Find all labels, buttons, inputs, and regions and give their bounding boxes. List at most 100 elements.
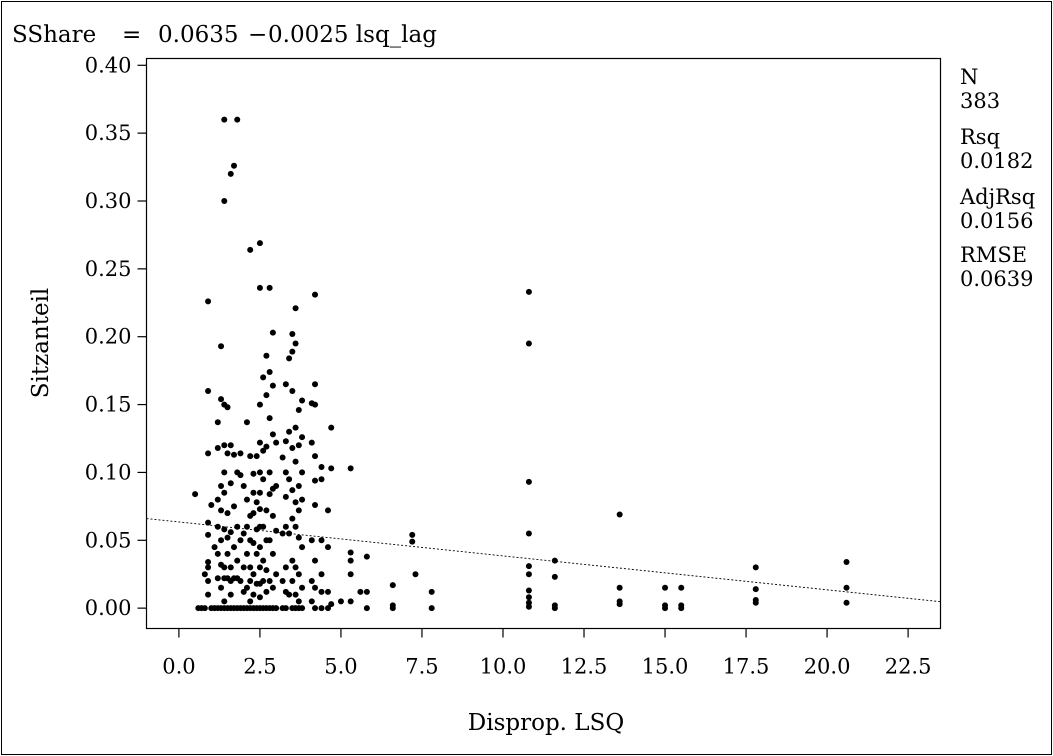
scatter-point xyxy=(328,465,335,472)
scatter-point xyxy=(347,571,354,578)
scatter-point xyxy=(224,510,231,517)
scatter-point xyxy=(260,447,267,454)
scatter-point xyxy=(243,523,250,530)
scatter-point xyxy=(266,537,273,544)
scatter-point xyxy=(240,588,247,595)
scatter-point xyxy=(843,559,850,565)
scatter-point xyxy=(282,605,289,612)
y-tick-label: 0.15 xyxy=(85,393,132,417)
scatter-point xyxy=(234,557,241,564)
scatter-point xyxy=(260,476,267,483)
scatter-point xyxy=(292,424,299,431)
scatter-point xyxy=(273,439,280,446)
scatter-point xyxy=(263,392,270,399)
scatter-point xyxy=(243,584,250,591)
scatter-point xyxy=(318,588,325,595)
scatter-point xyxy=(312,584,319,591)
scatter-point xyxy=(299,469,306,476)
scatter-point xyxy=(250,470,257,477)
scatter-point xyxy=(525,587,532,594)
scatter-point xyxy=(273,527,280,534)
scatter-point xyxy=(218,396,225,403)
scatter-point xyxy=(221,564,228,571)
scatter-point xyxy=(269,431,276,438)
scatter-point xyxy=(247,598,254,605)
scatter-point xyxy=(279,454,286,461)
scatter-point xyxy=(525,340,532,347)
scatter-point xyxy=(525,603,532,610)
x-tick-label: 2.5 xyxy=(243,655,276,679)
scatter-point xyxy=(256,544,263,551)
scatter-point xyxy=(260,578,267,584)
scatter-point xyxy=(253,550,260,557)
scatter-point xyxy=(525,288,532,295)
scatter-point xyxy=(318,464,325,470)
scatter-point xyxy=(243,496,250,503)
scatter-point xyxy=(428,605,435,612)
stats-panel: N 383 Rsq 0.0182 AdjRsq 0.0156 RMSE 0.06… xyxy=(959,65,1035,291)
scatter-point xyxy=(312,557,319,564)
scatter-point xyxy=(295,507,302,514)
x-tick-label: 12.5 xyxy=(561,655,608,679)
scatter-point xyxy=(214,445,221,451)
scatter-point xyxy=(286,530,293,537)
y-tick-label: 0.10 xyxy=(85,460,132,484)
scatter-point xyxy=(263,567,270,574)
scatter-point xyxy=(318,571,325,578)
scatter-point xyxy=(551,557,558,564)
scatter-point xyxy=(201,571,208,578)
scatter-point xyxy=(295,571,302,578)
scatter-point xyxy=(240,530,247,537)
x-tick-label: 20.0 xyxy=(804,655,851,679)
scatter-point xyxy=(214,523,221,530)
scatter-point xyxy=(250,591,257,598)
scatter-point xyxy=(292,564,299,571)
scatter-point xyxy=(299,605,306,612)
scatter-point xyxy=(324,605,331,612)
scatter-point xyxy=(247,453,254,460)
scatter-point xyxy=(318,605,325,612)
scatter-point xyxy=(328,424,335,431)
scatter-point xyxy=(221,598,228,605)
scatter-point xyxy=(347,557,354,564)
equation-sign: − xyxy=(248,22,267,48)
scatter-point xyxy=(221,526,228,533)
stat-label-n: N xyxy=(960,65,978,89)
scatter-point xyxy=(237,537,244,544)
scatter-point xyxy=(551,573,558,580)
scatter-point xyxy=(289,331,296,337)
scatter-point xyxy=(256,594,263,601)
scatter-point xyxy=(205,298,212,305)
scatter-point xyxy=(295,442,302,449)
scatter-point xyxy=(279,578,286,584)
stat-label-rmse: RMSE xyxy=(960,243,1027,267)
scatter-point xyxy=(328,601,335,608)
scatter-point xyxy=(389,605,396,612)
scatter-point xyxy=(363,588,370,595)
scatter-point xyxy=(266,284,273,291)
scatter-point xyxy=(318,537,325,544)
scatter-point xyxy=(289,487,296,494)
scatter-point xyxy=(231,162,238,169)
y-tick-label: 0.00 xyxy=(85,596,132,620)
scatter-point xyxy=(289,578,296,584)
scatter-point xyxy=(243,550,250,557)
scatter-point xyxy=(282,438,289,445)
y-tick-label: 0.25 xyxy=(85,257,132,281)
scatter-point xyxy=(324,588,331,595)
scatter-point xyxy=(299,544,306,551)
scatter-point xyxy=(299,397,306,404)
scatter-point xyxy=(292,499,299,506)
stat-value-rsq: 0.0182 xyxy=(960,149,1033,173)
scatter-point xyxy=(240,564,247,571)
scatter-point xyxy=(263,507,270,514)
scatter-point xyxy=(273,605,280,612)
scatter-point xyxy=(263,443,270,450)
scatter-point xyxy=(205,388,212,394)
scatter-point xyxy=(253,453,260,460)
scatter-point xyxy=(237,578,244,584)
scatter-point xyxy=(256,506,263,513)
scatter-point xyxy=(227,529,234,536)
scatter-point xyxy=(218,507,225,514)
